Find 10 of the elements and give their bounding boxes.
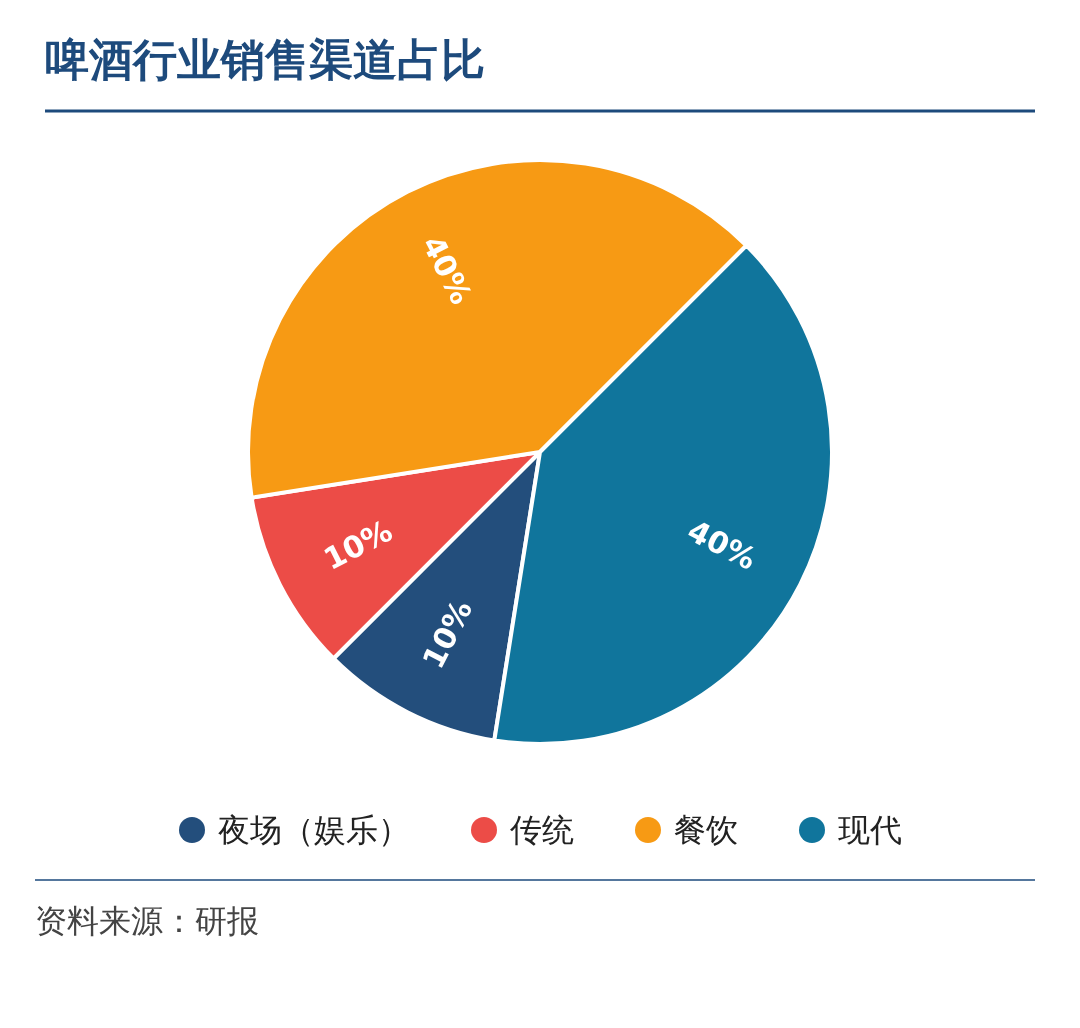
legend-label: 传统	[510, 811, 574, 849]
chart-title: 啤酒行业销售渠道占比	[45, 34, 485, 85]
data-label: 10%	[317, 512, 398, 577]
legend-label: 现代	[838, 811, 902, 849]
legend-label: 夜场（娱乐）	[218, 811, 410, 849]
data-label: 40%	[415, 229, 480, 310]
data-label: 10%	[415, 594, 480, 675]
data-label: 40%	[682, 512, 763, 577]
text: 资料来源：研报	[35, 902, 259, 940]
legend-label: 餐饮	[674, 811, 738, 849]
